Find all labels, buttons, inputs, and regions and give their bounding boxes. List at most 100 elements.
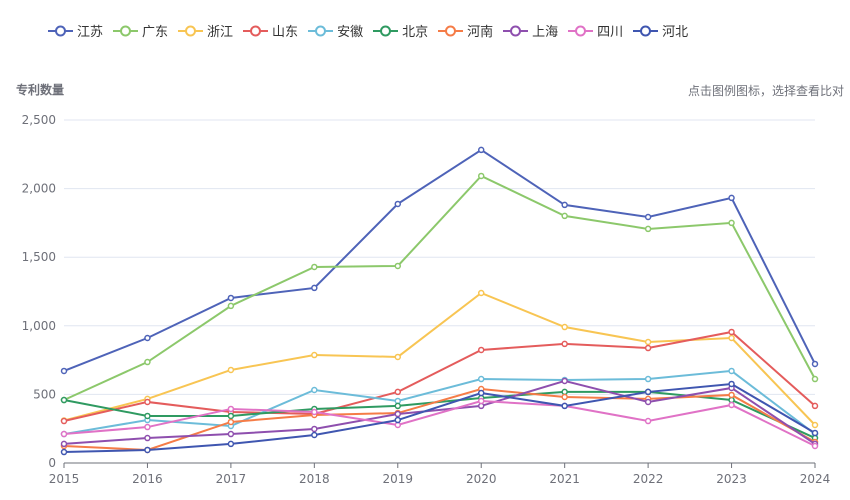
data-point[interactable] bbox=[728, 401, 735, 409]
data-point[interactable] bbox=[561, 212, 568, 220]
data-point[interactable] bbox=[227, 412, 235, 420]
series-line bbox=[63, 330, 816, 422]
data-point[interactable] bbox=[728, 391, 735, 399]
data-point[interactable] bbox=[144, 398, 151, 406]
data-point[interactable] bbox=[60, 367, 68, 375]
data-point[interactable] bbox=[561, 201, 568, 209]
data-point[interactable] bbox=[227, 430, 235, 438]
y-tick-label: 2,000 bbox=[22, 182, 56, 196]
data-point[interactable] bbox=[311, 263, 318, 271]
data-point[interactable] bbox=[561, 402, 568, 410]
data-point[interactable] bbox=[728, 328, 735, 336]
data-point[interactable] bbox=[60, 417, 68, 425]
legend-item[interactable]: 河南 bbox=[438, 21, 493, 40]
data-point[interactable] bbox=[477, 389, 485, 397]
data-point[interactable] bbox=[561, 393, 568, 401]
data-point[interactable] bbox=[811, 429, 819, 437]
data-point[interactable] bbox=[311, 431, 318, 439]
data-point[interactable] bbox=[811, 402, 819, 410]
legend-label: 浙江 bbox=[207, 25, 234, 40]
data-point[interactable] bbox=[227, 302, 235, 310]
data-point[interactable] bbox=[311, 284, 318, 292]
legend-line-icon bbox=[503, 25, 529, 36]
series-河北 bbox=[60, 380, 819, 456]
data-point[interactable] bbox=[644, 344, 652, 352]
legend-label: 广东 bbox=[142, 25, 169, 40]
data-point[interactable] bbox=[144, 412, 151, 420]
data-point[interactable] bbox=[728, 367, 735, 375]
series-广东 bbox=[60, 172, 819, 404]
data-point[interactable] bbox=[394, 416, 402, 424]
data-point[interactable] bbox=[644, 338, 652, 346]
data-point[interactable] bbox=[394, 388, 402, 396]
data-point[interactable] bbox=[644, 213, 652, 221]
data-point[interactable] bbox=[394, 402, 402, 410]
x-tick-label: 2020 bbox=[466, 472, 497, 486]
legend-item[interactable]: 上海 bbox=[503, 21, 558, 40]
series-line bbox=[63, 382, 816, 454]
data-point[interactable] bbox=[311, 386, 318, 394]
data-point[interactable] bbox=[394, 410, 402, 418]
legend-label: 四川 bbox=[597, 25, 624, 40]
data-point[interactable] bbox=[644, 417, 652, 425]
data-point[interactable] bbox=[811, 421, 819, 429]
data-point[interactable] bbox=[227, 440, 235, 448]
data-point[interactable] bbox=[144, 434, 151, 442]
data-point[interactable] bbox=[311, 425, 318, 433]
legend-item[interactable]: 浙江 bbox=[178, 21, 233, 40]
data-point[interactable] bbox=[728, 334, 735, 342]
data-point[interactable] bbox=[394, 262, 402, 270]
data-point[interactable] bbox=[227, 418, 235, 426]
legend-item[interactable]: 山东 bbox=[243, 21, 298, 40]
series-江苏 bbox=[60, 146, 819, 375]
data-point[interactable] bbox=[644, 225, 652, 233]
data-point[interactable] bbox=[394, 200, 402, 208]
legend-label: 江苏 bbox=[77, 25, 104, 40]
data-point[interactable] bbox=[144, 423, 151, 431]
data-point[interactable] bbox=[477, 289, 485, 297]
y-axis-label: 专利数量 bbox=[16, 83, 65, 97]
data-point[interactable] bbox=[477, 397, 485, 405]
legend-line-icon bbox=[633, 25, 659, 36]
series-line bbox=[63, 148, 816, 372]
legend-item[interactable]: 北京 bbox=[373, 21, 428, 40]
data-point[interactable] bbox=[561, 377, 568, 385]
data-point[interactable] bbox=[60, 448, 68, 456]
data-point[interactable] bbox=[60, 430, 68, 438]
data-point[interactable] bbox=[227, 366, 235, 374]
x-tick-label: 2015 bbox=[49, 472, 80, 486]
data-point[interactable] bbox=[477, 375, 485, 383]
legend-item[interactable]: 安徽 bbox=[308, 21, 363, 40]
legend-item[interactable]: 四川 bbox=[568, 21, 623, 40]
data-point[interactable] bbox=[60, 440, 68, 448]
data-point[interactable] bbox=[811, 375, 819, 383]
legend-item[interactable]: 广东 bbox=[113, 21, 168, 40]
data-point[interactable] bbox=[561, 388, 568, 396]
data-point[interactable] bbox=[394, 353, 402, 361]
data-point[interactable] bbox=[144, 446, 151, 454]
data-point[interactable] bbox=[60, 396, 68, 404]
data-point[interactable] bbox=[644, 398, 652, 406]
data-point[interactable] bbox=[311, 408, 318, 416]
data-point[interactable] bbox=[811, 360, 819, 368]
data-point[interactable] bbox=[311, 351, 318, 359]
data-point[interactable] bbox=[144, 334, 151, 342]
data-point[interactable] bbox=[728, 219, 735, 227]
data-point[interactable] bbox=[477, 172, 485, 180]
data-point[interactable] bbox=[811, 442, 819, 450]
data-point[interactable] bbox=[477, 146, 485, 154]
data-point[interactable] bbox=[227, 405, 235, 413]
data-point[interactable] bbox=[644, 375, 652, 383]
data-point[interactable] bbox=[561, 340, 568, 348]
data-point[interactable] bbox=[477, 346, 485, 354]
data-point[interactable] bbox=[644, 388, 652, 396]
data-point[interactable] bbox=[728, 194, 735, 202]
data-point[interactable] bbox=[144, 358, 151, 366]
data-point[interactable] bbox=[561, 323, 568, 331]
data-point[interactable] bbox=[728, 380, 735, 388]
legend-item[interactable]: 河北 bbox=[633, 21, 688, 40]
x-tick-label: 2018 bbox=[299, 472, 330, 486]
legend-item[interactable]: 江苏 bbox=[48, 21, 103, 40]
data-point[interactable] bbox=[227, 294, 235, 302]
